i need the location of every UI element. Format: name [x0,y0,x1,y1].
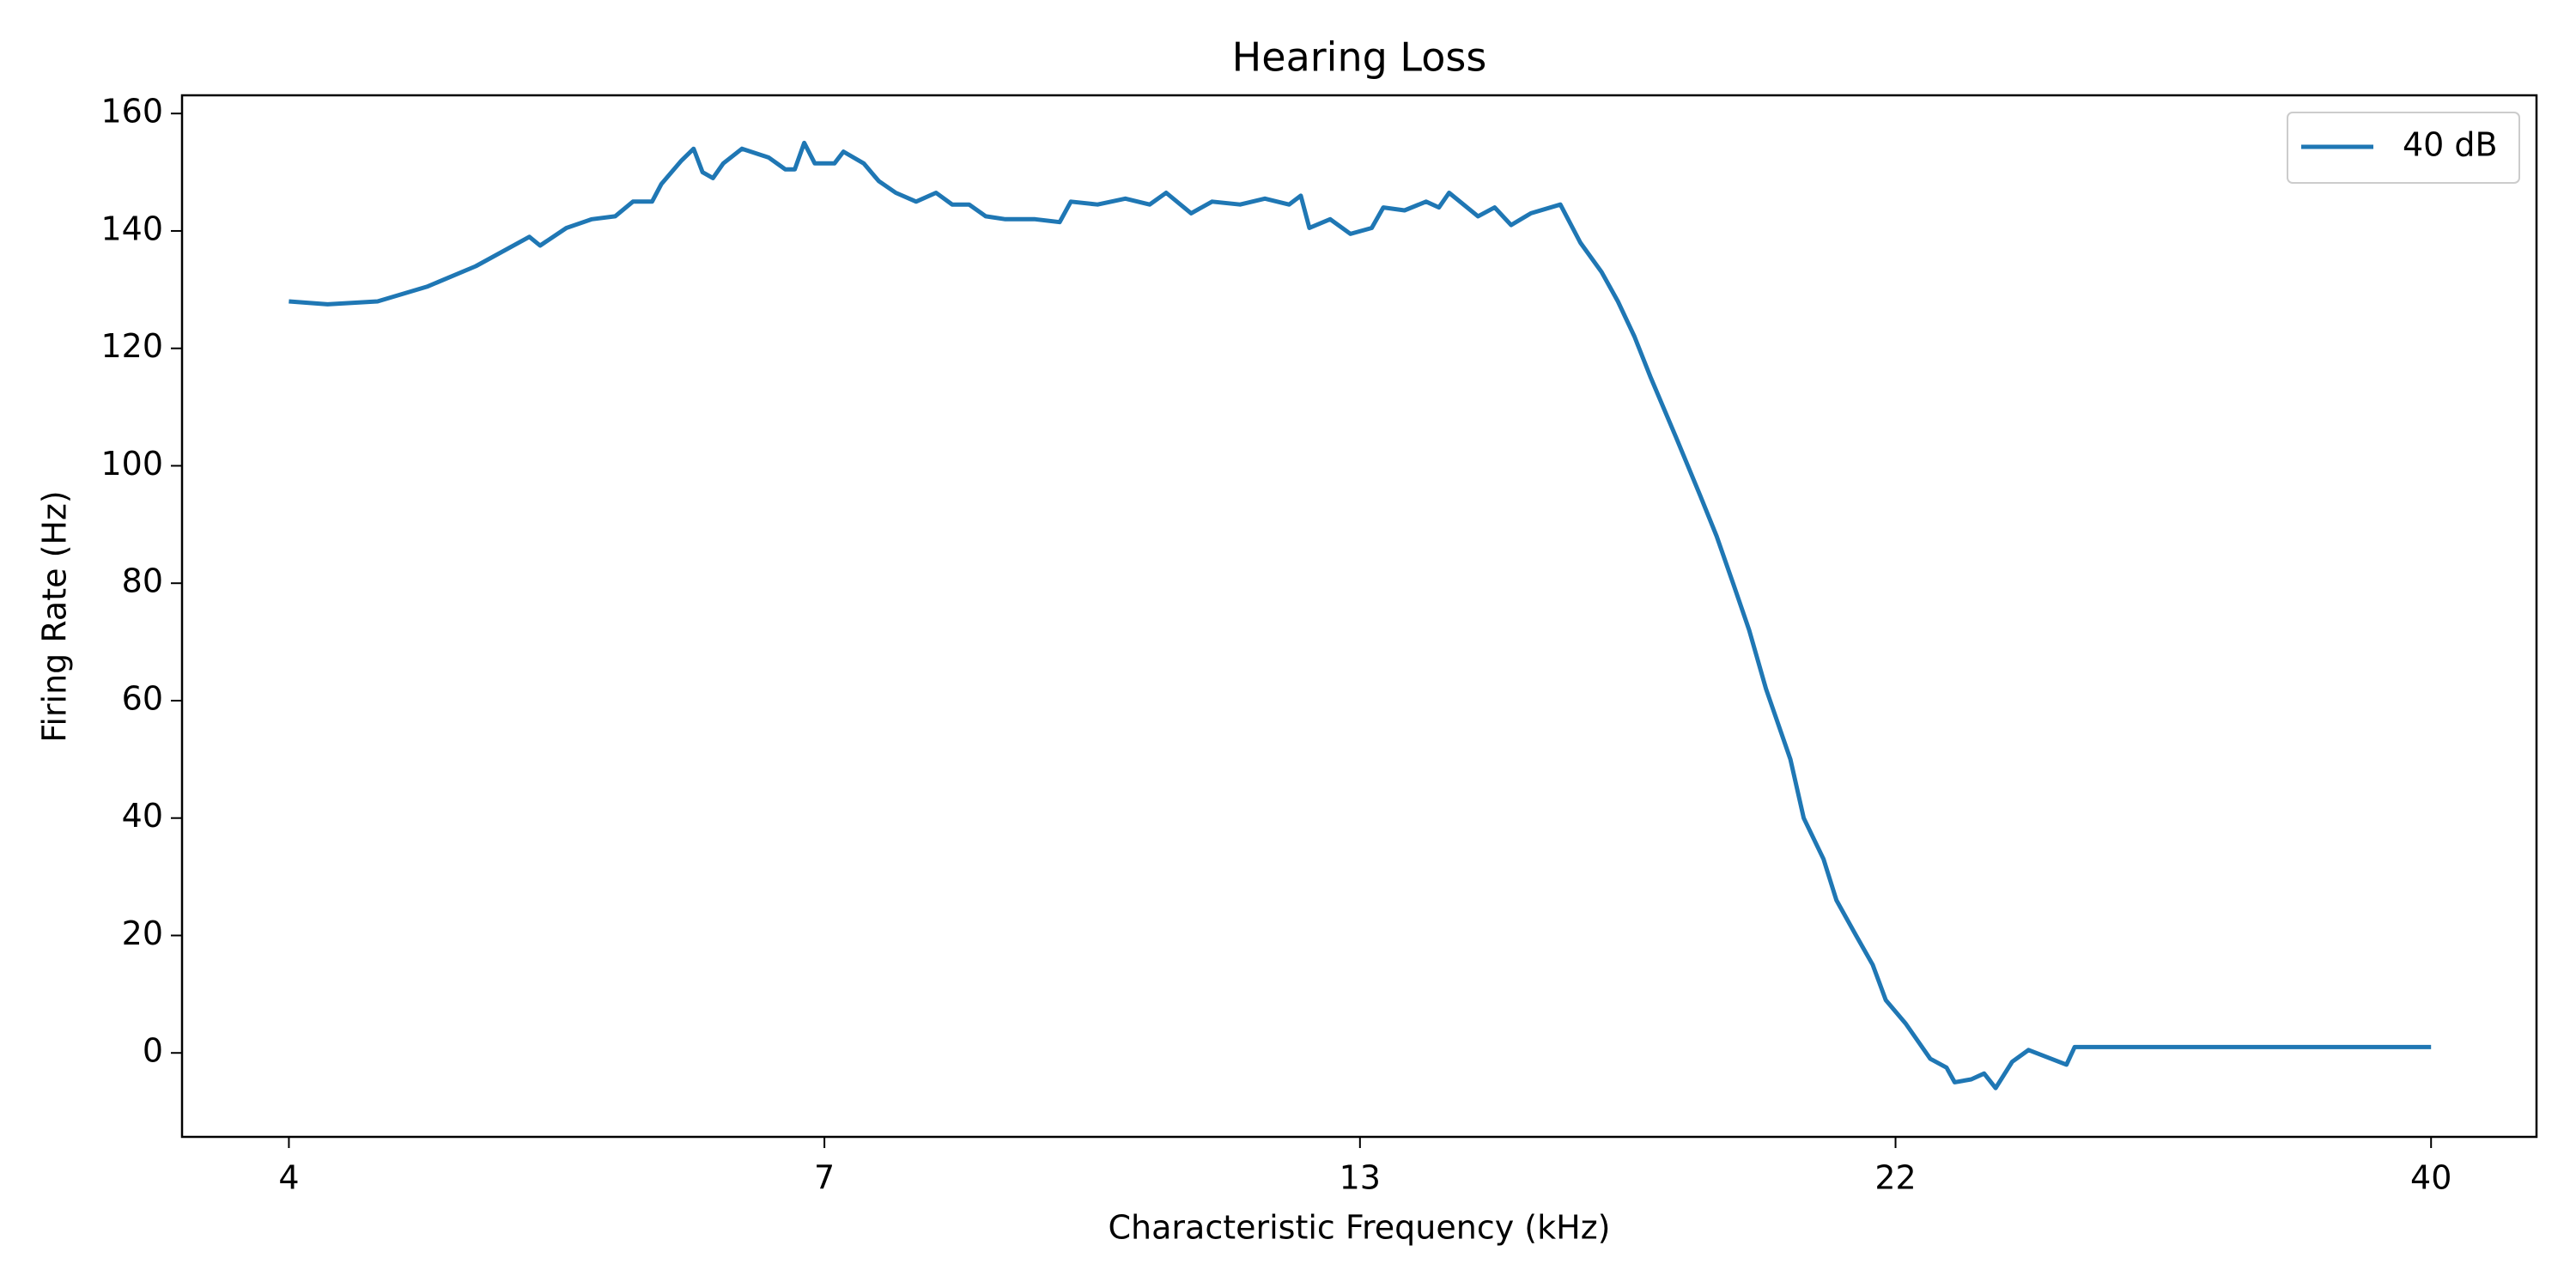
chart-title: Hearing Loss [1232,34,1487,81]
data-line [289,140,2432,1091]
legend-label: 40 dB [2403,126,2498,164]
y-tick-label: 80 [122,562,163,600]
y-tick-label: 140 [100,210,163,247]
y-tick-label: 60 [122,679,163,717]
y-tick-label: 20 [122,914,163,952]
x-tick-label: 7 [814,1159,835,1197]
y-tick-label: 0 [143,1032,163,1070]
y-tick-label: 40 [122,797,163,835]
y-tick-label: 160 [100,93,163,131]
y-tick-label: 120 [100,327,163,365]
x-tick-label: 22 [1874,1159,1916,1197]
x-tick-label: 4 [278,1159,299,1197]
x-axis-label: Characteristic Frequency (kHz) [1109,1209,1611,1247]
y-axis-label: Firing Rate (Hz) [36,490,74,743]
y-tick-label: 100 [100,445,163,483]
plot-frame [180,94,2538,1139]
x-tick-label: 40 [2410,1159,2451,1197]
legend-box [2287,112,2520,184]
x-tick-label: 13 [1340,1159,1381,1197]
